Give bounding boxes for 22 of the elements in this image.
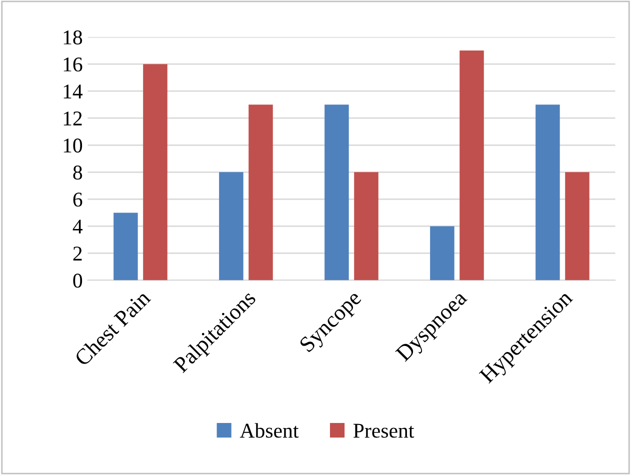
y-tick-label: 6	[73, 192, 82, 207]
y-tick-label: 14	[64, 84, 83, 98]
bar	[430, 226, 454, 280]
bar	[354, 172, 378, 280]
y-tick-label: 16	[64, 58, 82, 72]
y-tick-label: 4	[72, 220, 83, 234]
y-tick-label: 0	[73, 274, 82, 288]
bar	[460, 50, 484, 280]
bar	[565, 172, 590, 280]
y-tick-label: 18	[64, 30, 82, 44]
y-tick-label: 8	[73, 166, 82, 180]
y-tick-label: 10	[64, 138, 82, 153]
legend-label: Present	[353, 424, 414, 438]
bar	[324, 104, 349, 280]
y-tick-label: 2	[73, 246, 82, 260]
legend-label: Absent	[240, 423, 299, 438]
bar	[114, 212, 138, 280]
bar	[536, 104, 560, 280]
bar	[248, 104, 273, 280]
bar	[219, 172, 244, 280]
y-tick-label: 12	[64, 112, 82, 126]
bar	[143, 64, 168, 280]
